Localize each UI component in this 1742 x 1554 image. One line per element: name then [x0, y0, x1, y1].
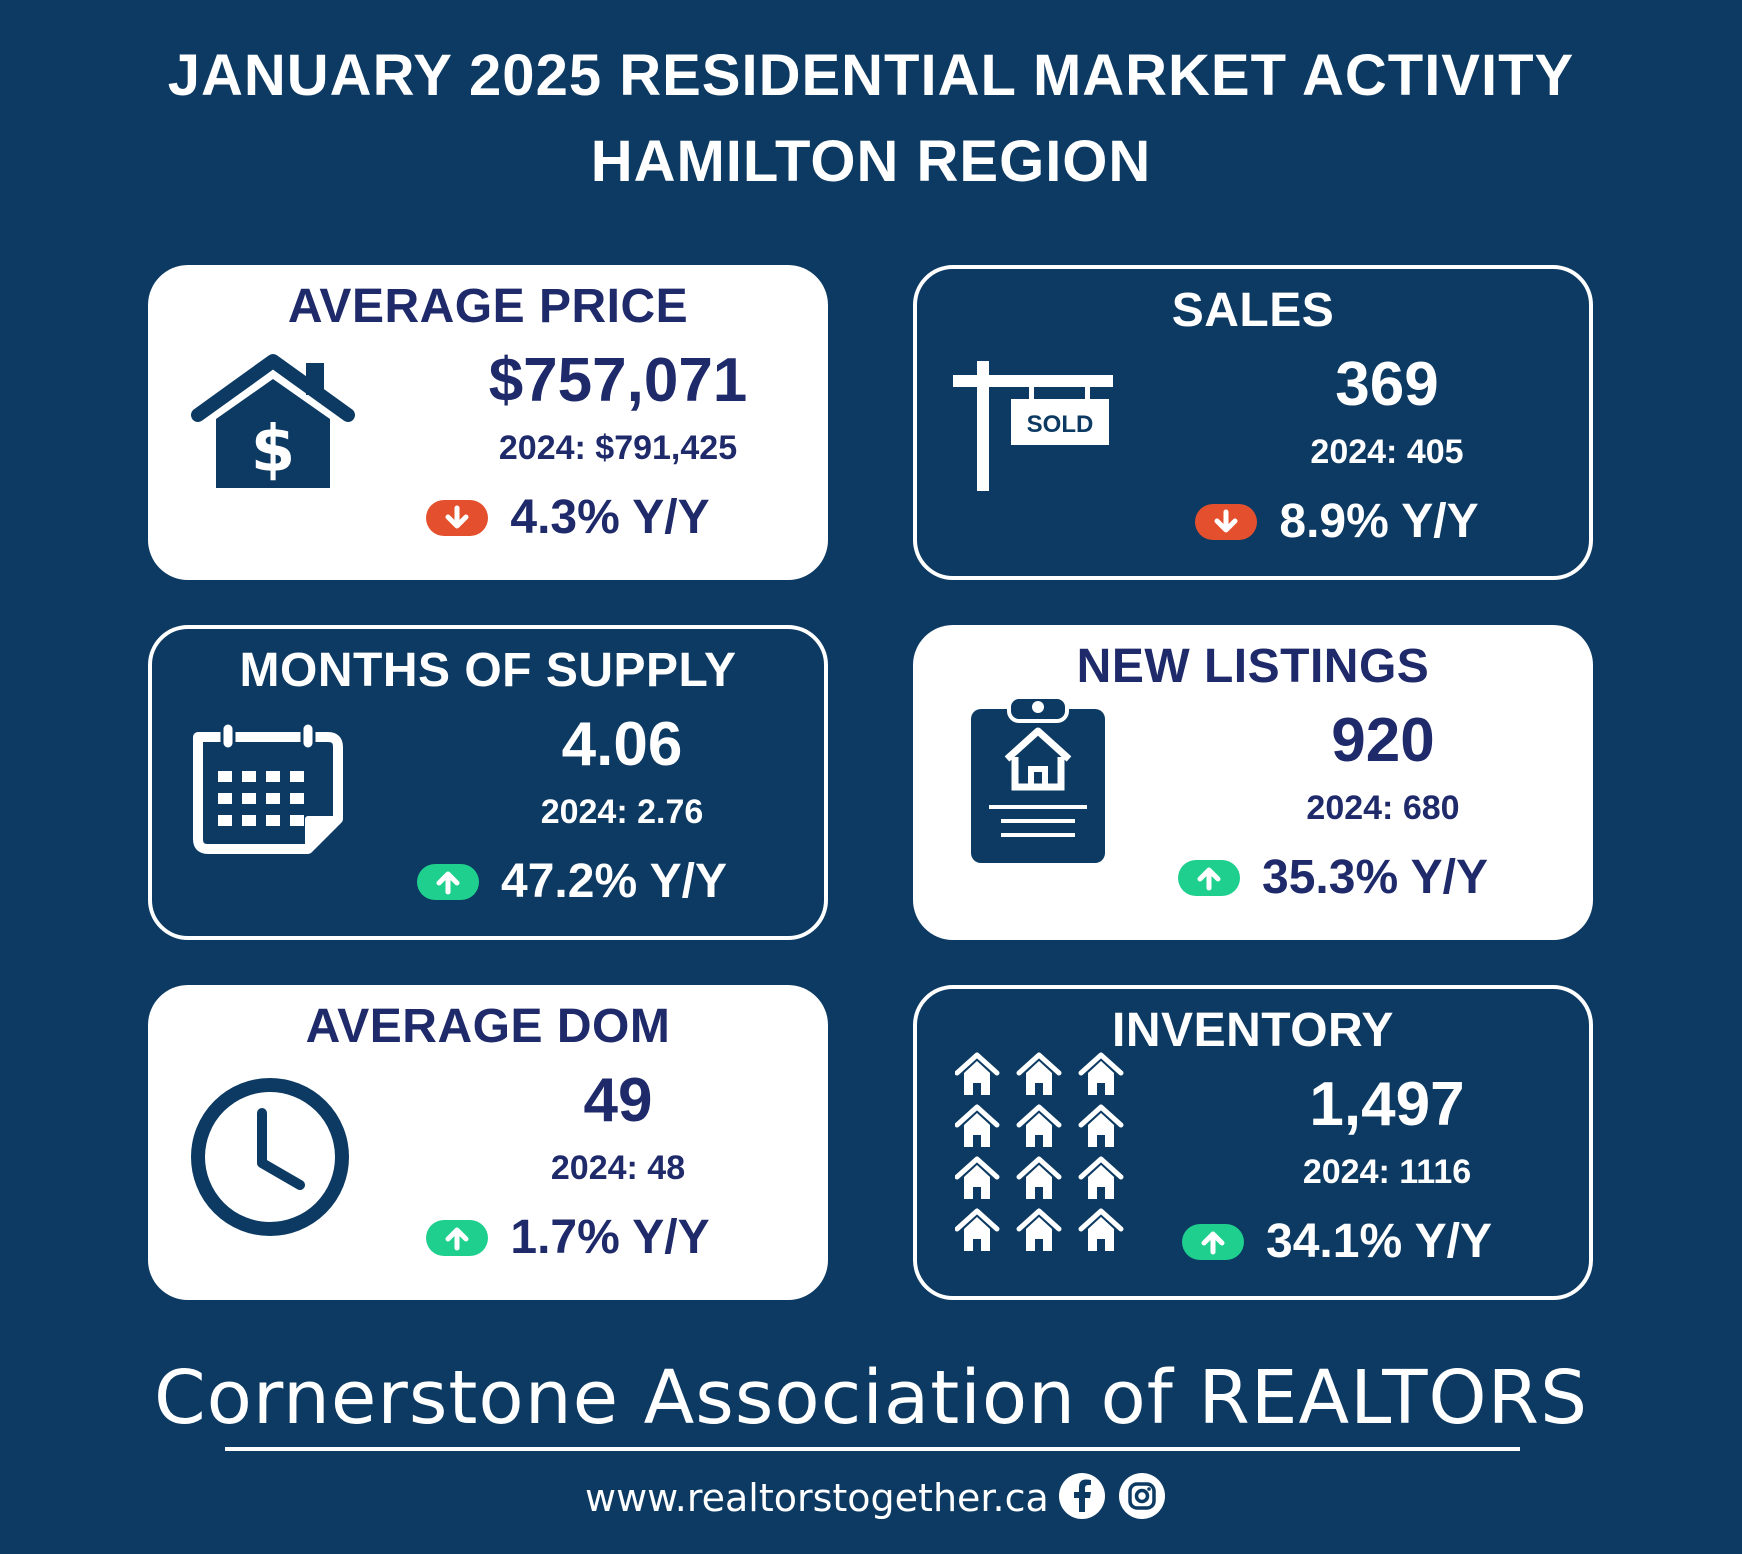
change-text: 4.3% Y/Y — [510, 491, 710, 544]
change-text: 8.9% Y/Y — [1279, 495, 1479, 548]
card-title: INVENTORY — [1112, 1004, 1394, 1057]
title-line-2: HAMILTON REGION — [590, 129, 1152, 194]
average-price-change: 4.3% Y/Y — [388, 490, 748, 545]
average-dom-value: 49 — [583, 1066, 653, 1135]
calendar-icon — [188, 721, 348, 861]
new-listings-previous: 2024: 680 — [1306, 789, 1460, 827]
sold-sign-text: SOLD — [1027, 411, 1094, 438]
instagram-icon[interactable] — [1118, 1472, 1166, 1525]
title-line-1: JANUARY 2025 RESIDENTIAL MARKET ACTIVITY — [167, 43, 1575, 108]
new-listings-change: 35.3% Y/Y — [1153, 850, 1513, 905]
inventory-previous: 2024: 1116 — [1302, 1153, 1472, 1191]
up-arrow-icon — [426, 1219, 489, 1256]
up-arrow-icon — [417, 863, 480, 900]
sales-change: 8.9% Y/Y — [1157, 494, 1517, 549]
average-price-card: AVERAGE PRICE $ $757,071 2024: $791,425 … — [148, 265, 828, 580]
change-text: 34.1% Y/Y — [1266, 1215, 1492, 1268]
sales-previous: 2024: 405 — [1310, 433, 1464, 471]
months-of-supply-change: 47.2% Y/Y — [392, 854, 752, 909]
clock-icon — [188, 1075, 353, 1245]
inventory-card: INVENTORY 1,497 2024: 1116 34.1% — [913, 985, 1593, 1300]
up-arrow-icon — [1182, 1223, 1245, 1260]
average-dom-card: AVERAGE DOM 49 2024: 48 1.7% Y/Y — [148, 985, 828, 1300]
change-text: 1.7% Y/Y — [510, 1211, 710, 1264]
card-title: AVERAGE DOM — [305, 1000, 671, 1053]
up-arrow-icon — [1178, 859, 1241, 896]
change-text: 35.3% Y/Y — [1262, 851, 1488, 904]
average-dom-change: 1.7% Y/Y — [388, 1210, 748, 1265]
new-listings-value: 920 — [1331, 706, 1435, 775]
inventory-value: 1,497 — [1309, 1070, 1465, 1139]
months-of-supply-previous: 2024: 2.76 — [540, 793, 704, 831]
facebook-icon[interactable] — [1058, 1472, 1106, 1525]
house-dollar-icon: $ — [188, 353, 358, 498]
sales-value: 369 — [1335, 350, 1439, 419]
website-link[interactable]: www.realtorstogether.ca — [585, 1476, 1049, 1520]
card-title: MONTHS OF SUPPLY — [239, 644, 737, 697]
svg-text:$: $ — [251, 413, 296, 487]
sold-sign-icon: SOLD — [953, 355, 1123, 500]
footer-divider — [225, 1447, 1520, 1451]
new-listings-card: NEW LISTINGS 920 2024: 680 35.3% Y/Y — [913, 625, 1593, 940]
clipboard-house-icon — [969, 695, 1109, 870]
average-price-previous: 2024: $791,425 — [498, 429, 738, 467]
down-arrow-icon — [426, 499, 489, 536]
card-title: SALES — [1171, 284, 1335, 337]
down-arrow-icon — [1195, 503, 1258, 540]
months-of-supply-value: 4.06 — [561, 710, 683, 779]
organization-name: Cornerstone Association of REALTORS — [153, 1355, 1589, 1441]
houses-grid-icon — [955, 1051, 1135, 1266]
average-price-value: $757,071 — [488, 346, 748, 415]
sales-card: SALES SOLD 369 2024: 405 8.9% Y/Y — [913, 265, 1593, 580]
months-of-supply-card: MONTHS OF SUPPLY 4.06 2024: 2.76 47.2% Y… — [148, 625, 828, 940]
inventory-change: 34.1% Y/Y — [1157, 1214, 1517, 1269]
change-text: 47.2% Y/Y — [501, 855, 727, 908]
card-title: NEW LISTINGS — [1076, 640, 1430, 693]
average-dom-previous: 2024: 48 — [550, 1149, 686, 1187]
card-title: AVERAGE PRICE — [287, 280, 689, 333]
